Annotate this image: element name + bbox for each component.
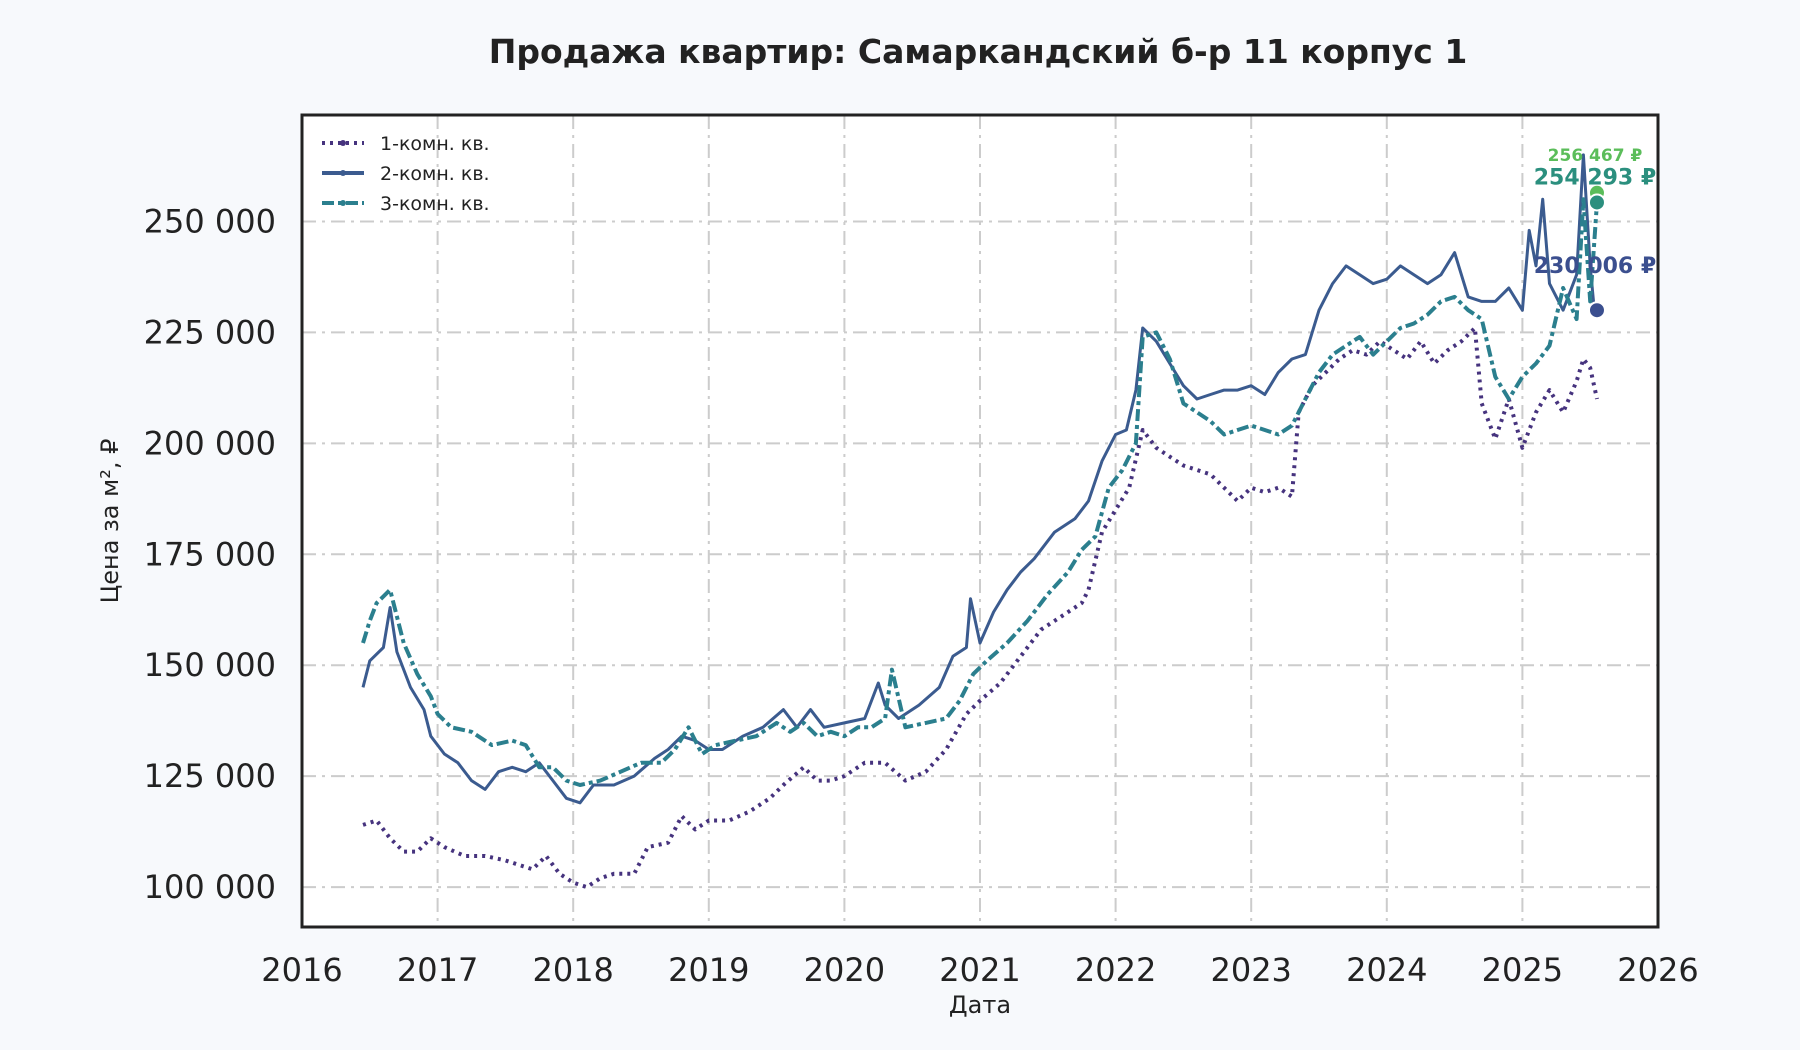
legend-label: 2-комн. кв. [380, 163, 490, 185]
x-tick-label: 2026 [1617, 951, 1698, 989]
chart-title: Продажа квартир: Самаркандский б-р 11 ко… [489, 32, 1468, 71]
plot-frame [300, 113, 1660, 929]
y-tick-label: 225 000 [144, 313, 276, 351]
x-tick-label: 2020 [804, 951, 885, 989]
x-tick-label: 2024 [1346, 951, 1427, 989]
x-tick-label: 2018 [532, 951, 613, 989]
y-tick-label: 175 000 [144, 535, 276, 573]
legend-marker [340, 140, 346, 146]
grid [302, 115, 1658, 927]
end-value-label: 230 006 ₽ [1534, 254, 1656, 279]
y-tick-label: 150 000 [144, 646, 276, 684]
series-line-2 [361, 153, 1596, 805]
y-tick-label: 250 000 [144, 202, 276, 240]
x-axis-ticks: 2016 2017 2018 2019 2020 2021 2022 2023 2024 2025… [261, 951, 1698, 989]
x-tick-label: 2025 [1482, 951, 1563, 989]
end-point-marker [1587, 301, 1606, 320]
y-tick-label: 100 000 [144, 868, 276, 906]
legend-label: 3-комн. кв. [380, 193, 490, 215]
x-tick-label: 2021 [939, 951, 1020, 989]
x-tick-label: 2019 [668, 951, 749, 989]
x-tick-label: 2016 [261, 951, 342, 989]
series-line-3 [361, 197, 1599, 787]
end-value-label: 254 293 ₽ [1534, 165, 1656, 190]
legend-marker [340, 200, 346, 206]
x-tick-label: 2022 [1075, 951, 1156, 989]
x-tick-label: 2023 [1210, 951, 1291, 989]
x-axis-label: Дата [949, 991, 1011, 1019]
end-markers: 256 467 ₽254 293 ₽ 230 006 ₽ [1534, 146, 1656, 320]
end-point-marker [1587, 193, 1606, 212]
y-axis-ticks: 100 000 125 000 150 000 175 000 200 000 225 0… [144, 202, 276, 906]
y-axis-label: Цена за м², ₽ [96, 439, 124, 604]
y-tick-label: 125 000 [144, 757, 276, 795]
legend-label: 1-комн. кв. [380, 133, 490, 155]
x-tick-label: 2017 [397, 951, 478, 989]
end-value-label: 256 467 ₽ [1548, 146, 1643, 166]
series-lines [361, 153, 1599, 890]
series-line-1 [362, 326, 1599, 890]
legend-marker [340, 170, 346, 176]
legend: 1-комн. кв. 2-комн. кв. 3-комн. кв. [322, 133, 490, 215]
y-tick-label: 200 000 [144, 424, 276, 462]
